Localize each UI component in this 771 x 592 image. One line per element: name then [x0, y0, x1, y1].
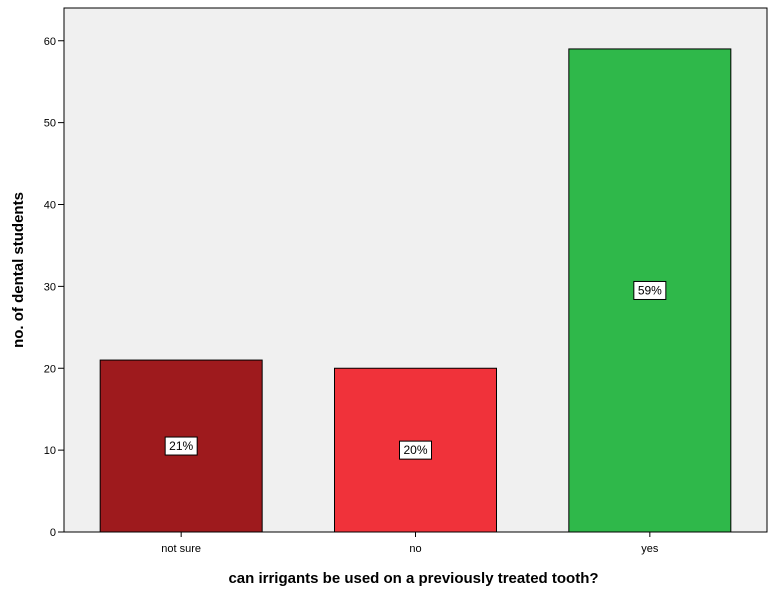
x-tick-label: yes [641, 543, 659, 555]
x-tick-label: no [409, 543, 421, 555]
data-label-box [633, 280, 667, 300]
data-label-box [399, 440, 432, 460]
x-tick-label: not sure [161, 543, 201, 555]
data-label: 21% [169, 439, 193, 453]
y-tick-label: 50 [44, 118, 56, 130]
x-axis: not sure no yes [161, 532, 659, 555]
data-label: 20% [403, 443, 427, 457]
y-tick-label: 30 [44, 281, 56, 293]
y-axis: 0 10 20 30 40 50 60 [44, 36, 64, 539]
data-labels: 21% 20% 59% [164, 280, 667, 460]
y-tick-label: 20 [44, 363, 56, 375]
data-label: 59% [638, 283, 662, 297]
y-axis-title: no. of dental students [10, 192, 27, 348]
y-tick-label: 60 [44, 36, 56, 48]
y-tick-label: 10 [44, 445, 56, 457]
x-axis-title: can irrigants be used on a previously tr… [228, 570, 598, 587]
y-tick-label: 40 [44, 200, 56, 212]
data-label-box [164, 436, 198, 456]
y-tick-label: 0 [50, 527, 56, 539]
